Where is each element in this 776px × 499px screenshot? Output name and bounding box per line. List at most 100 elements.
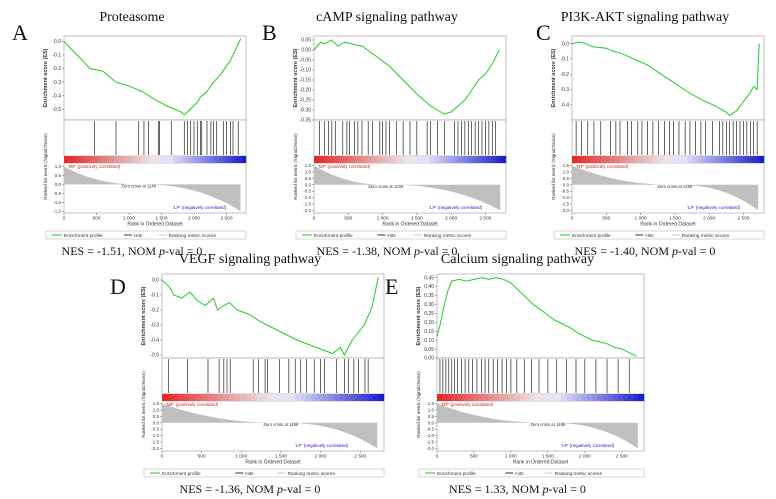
rank-color-segment xyxy=(628,394,634,401)
rank-color-segment xyxy=(550,394,557,401)
es-frame xyxy=(63,35,247,121)
es-y-tick-label: 0.10 xyxy=(424,338,434,344)
rank-color-segment xyxy=(634,156,640,163)
x-tick-label: 0 xyxy=(571,216,574,222)
rank-color-segment xyxy=(730,156,736,163)
rank-color-segment xyxy=(334,394,340,401)
nom-label: , NOM xyxy=(634,244,672,258)
metric-y-tick-label: 0.5 xyxy=(428,414,435,419)
es-y-tick-label: -0.2 xyxy=(52,66,61,72)
rank-color-segment xyxy=(104,156,110,163)
metric-y-tick-label: -2.0 xyxy=(151,446,159,451)
rank-color-segment xyxy=(82,156,88,163)
legend-label-metric: Ranking metric scores xyxy=(169,233,217,239)
es-y-tick-label: 0.0 xyxy=(562,41,569,47)
es-y-tick-label: -0.25 xyxy=(300,98,312,104)
legend-label-metric: Ranking metric scores xyxy=(424,233,472,239)
hits-frame xyxy=(571,119,765,157)
es-y-tick-label: -0.05 xyxy=(300,58,312,64)
nes-prefix: NES = xyxy=(61,244,97,258)
metric-y-tick-label: -1.5 xyxy=(303,202,311,207)
rank-color-segment xyxy=(462,394,469,401)
es-y-tick-label: 0.05 xyxy=(301,38,311,44)
metric-y-tick-label: -0.5 xyxy=(53,191,61,196)
rank-color-segment xyxy=(468,394,474,401)
rank-color-segment xyxy=(556,394,562,401)
rank-color-segment xyxy=(648,156,654,163)
panel-e: E Calcium signaling pathway 0.45 0.40 0.35 0.… xyxy=(385,252,650,497)
es-y-tick-label: 0.0 xyxy=(54,39,61,45)
rank-color-segment xyxy=(162,394,168,401)
enrichment-profile-line xyxy=(313,39,500,115)
panel-letter: C xyxy=(536,20,551,45)
rank-color-segment xyxy=(136,156,142,163)
rank-color-segment xyxy=(205,156,210,163)
nes-caption: NES = -1.36, NOM p-val = 0 xyxy=(110,482,390,497)
legend-label-es: Enrichment profile xyxy=(162,471,201,477)
rank-color-segment xyxy=(141,156,147,163)
rank-color-segment xyxy=(720,156,726,163)
rank-color-segment xyxy=(227,156,233,163)
rank-color-segment xyxy=(356,394,363,401)
x-tick-label: 1 500 xyxy=(542,454,554,460)
rank-color-segment xyxy=(400,156,406,163)
positive-label: 'MF' (positively correlated) xyxy=(441,402,494,407)
rank-color-segment xyxy=(623,394,629,401)
x-tick-label: 2 500 xyxy=(479,216,491,222)
rank-color-segment xyxy=(333,156,339,163)
metric-ylabel: Ranked list metric (Signal2Noise) xyxy=(43,133,48,200)
nes-prefix: NES = xyxy=(179,482,215,496)
rank-color-segment xyxy=(328,156,334,163)
metric-y-tick-label: -1.5 xyxy=(151,440,159,445)
rank-color-segment xyxy=(424,156,430,163)
metric-y-tick-label: 0.5 xyxy=(305,176,312,181)
rank-color-segment xyxy=(524,394,531,401)
legend-label-hits: Hits xyxy=(245,471,254,477)
rank-color-segment xyxy=(612,394,619,401)
rank-color-segment xyxy=(429,156,435,163)
rank-color-segment xyxy=(77,156,83,163)
metric-y-tick-label: 0.0 xyxy=(55,182,62,187)
metric-y-tick-label: 1.5 xyxy=(305,163,312,168)
metric-y-tick-label: -1.5 xyxy=(561,202,569,207)
metric-ylabel: Ranked list metric (Signal2Noise) xyxy=(141,371,146,438)
rank-color-segment xyxy=(754,156,760,163)
x-tick-label: 2 000 xyxy=(579,454,591,460)
rank-color-segment xyxy=(472,156,478,163)
p-label: p xyxy=(159,244,165,258)
x-axis-label: Rank in Ordered Dataset xyxy=(640,222,696,228)
rank-color-segment xyxy=(759,156,765,163)
enrichment-profile-line xyxy=(436,277,637,357)
es-y-tick-label: -0.35 xyxy=(300,118,312,124)
rank-color-segment xyxy=(633,394,640,401)
rank-color-segment xyxy=(223,394,229,401)
x-tick-label: 2 500 xyxy=(616,454,628,460)
panel-title: PI3K-AKT signaling pathway xyxy=(560,10,730,25)
rank-color-segment xyxy=(581,394,588,401)
metric-ylabel: Ranked list metric (Signal2Noise) xyxy=(416,371,421,438)
rank-color-segment xyxy=(195,156,201,163)
es-y-tick-label: 0.40 xyxy=(424,284,434,290)
x-tick-label: 0 xyxy=(63,216,66,222)
legend-box xyxy=(553,230,765,240)
rank-color-segment xyxy=(371,156,377,163)
rank-color-segment xyxy=(711,156,717,163)
rank-color-segment xyxy=(295,394,302,401)
negative-label: 'LP' (negatively correlated) xyxy=(429,205,482,210)
x-axis-label: Rank in Ordered Dataset xyxy=(127,222,183,228)
nes-value: -1.40 xyxy=(609,244,635,258)
rank-color-segment xyxy=(214,156,219,163)
rank-color-segment xyxy=(167,394,174,401)
legend-label-hits: Hits xyxy=(645,233,654,239)
legend-label-es: Enrichment profile xyxy=(572,233,611,239)
es-y-tick-label: 0.05 xyxy=(424,347,434,353)
rank-color-segment xyxy=(178,394,185,401)
nom-label: , NOM xyxy=(121,244,159,258)
es-y-tick-label: -0.10 xyxy=(300,68,312,74)
nes-caption: NES = -1.40, NOM p-val = 0 xyxy=(520,244,770,259)
rank-color-segment xyxy=(311,394,318,401)
rank-color-segment xyxy=(535,394,541,401)
nes-caption: NES = -1.38, NOM p-val = 0 xyxy=(262,244,512,259)
x-tick-label: 1 000 xyxy=(505,454,517,460)
